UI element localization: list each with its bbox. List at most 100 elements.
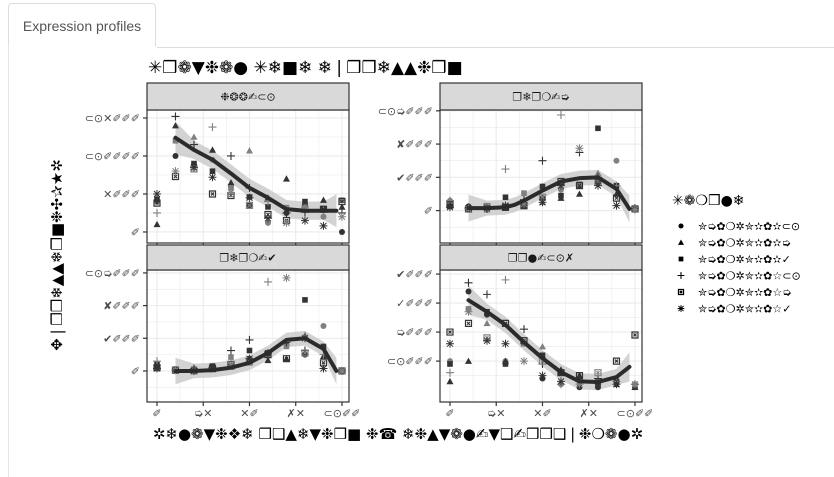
facet-strip [146,244,350,271]
data-point-asterisk [319,364,328,373]
data-point-plus [226,151,235,160]
data-point-square [209,168,216,174]
data-point-asterisk [630,205,639,214]
content-border [8,47,9,477]
x-tick-label: ➭✕ [194,407,212,420]
data-point-boxed-x [575,182,584,190]
facet-panel: ❒❄❒❍✍➭ ✐ ✔✐✐✐ ✘✐✐✐ ⊂⊙➭✐✐✐ [378,82,643,247]
data-point-asterisk [612,201,621,210]
legend-key-square [678,256,684,262]
legend-item: ✮➭✿❍✲✮✫✿☆⊂⊙ [677,270,801,283]
facet-strip [439,244,643,271]
legend-key-triangle [678,239,684,245]
data-point-plus [171,112,180,121]
legend-key-circle [678,223,684,229]
y-tick-label: ⊂⊙➭✐✐✐ [85,267,140,280]
data-point-triangle [594,169,602,176]
data-point-asterisk [226,188,235,197]
data-point-square [502,194,509,201]
x-tick-label: ✗✕ [287,407,305,420]
data-point-triangle [464,357,472,364]
data-point-boxed-x [631,331,639,339]
data-point-asterisk [171,167,180,176]
smooth-line [173,135,339,213]
data-point-square [320,343,327,350]
data-point-asterisk [319,221,328,230]
data-point-circle [172,152,179,159]
data-point-boxed-x [612,357,621,365]
data-point-asterisk [482,336,491,345]
y-axis-title: ✥❘❒❒❄▲▲❄❒■❉✣✰★✲ [48,159,66,351]
y-tick-label: ✓✐✐✐ [396,297,433,310]
data-point-square [283,343,290,350]
data-point-circle [320,213,327,220]
data-point-asterisk [263,214,272,223]
data-point-asterisk [538,371,547,380]
confidence-ribbon [175,121,337,228]
legend-key-boxed-x [677,288,685,296]
data-point-asterisk [189,163,198,172]
data-point-triangle [575,190,583,197]
y-tick-label: ⊂⊙✕✐✐✐ [85,112,140,125]
y-tick-label: ➭✐✐✐ [396,326,433,339]
data-point-plus [482,290,491,299]
y-tick-label: ⊂⊙✐✐✐✐ [85,150,140,163]
data-point-boxed-x [171,172,180,181]
legend-label: ✮➭✿❍✲✮✫✿✫➭ [698,237,791,250]
data-point-asterisk [445,203,454,212]
data-point-circle [338,228,345,235]
data-point-square [339,197,345,203]
data-point-boxed-x [208,190,217,198]
legend-label: ✮➭✿❍✲✮✫✿☆➭ [698,286,791,299]
data-point-square [228,185,234,191]
legend-key-plus [677,272,685,279]
data-point-triangle [227,179,235,186]
data-point-square [539,183,546,190]
data-point-boxed-x [575,372,584,380]
data-point-asterisk [445,339,454,348]
legend-item: ✮➭✿❍✲✮✫✿☆➭ [677,286,791,299]
smooth-line [466,298,632,384]
data-point-plus [189,140,198,149]
data-point-circle [557,186,564,193]
data-point-boxed-x [612,194,621,202]
data-point-square [246,347,253,354]
data-point-asterisk [464,307,473,316]
facet-strip [146,82,350,111]
data-point-square [576,181,583,187]
data-point-asterisk [208,173,217,182]
data-point-asterisk [337,366,346,375]
data-point-plus [501,165,510,174]
data-point-plus [226,346,235,355]
data-point-circle [465,288,472,295]
y-tick-label: ⊂⊙➭✐✐✐ [378,105,433,118]
data-point-asterisk [575,380,584,389]
data-point-plus [538,156,547,165]
data-point-circle [320,323,327,330]
data-point-plus [556,110,565,119]
data-point-asterisk [245,354,254,363]
data-point-plus [464,278,473,287]
x-tick-label: ⊂⊙✐✐ [617,407,654,420]
data-point-asterisk [208,363,217,372]
data-point-asterisk [152,364,161,373]
x-tick-label: ➭✕ [487,407,505,420]
data-point-asterisk [226,359,235,368]
y-tick-label: ✔✐✐✐ [396,268,433,281]
smooth-line [173,336,339,373]
data-point-asterisk [575,144,584,153]
data-point-circle [613,157,620,164]
data-point-asterisk [501,339,510,348]
data-point-square [302,297,308,303]
data-point-square [558,192,564,199]
data-point-square [595,125,601,132]
tab-bar: Expression profiles [0,0,834,48]
legend-label: ✮➭✿❍✲✮✫✿✫⊂⊙ [698,220,800,233]
tab-expression-profiles[interactable]: Expression profiles [8,3,156,47]
data-point-square [502,361,509,367]
data-point-square [228,354,234,360]
x-tick-label: ✕✐ [533,407,551,420]
data-point-asterisk [556,377,565,386]
facet-strip-label: ❒❄❒❍✍✔ [219,252,276,265]
